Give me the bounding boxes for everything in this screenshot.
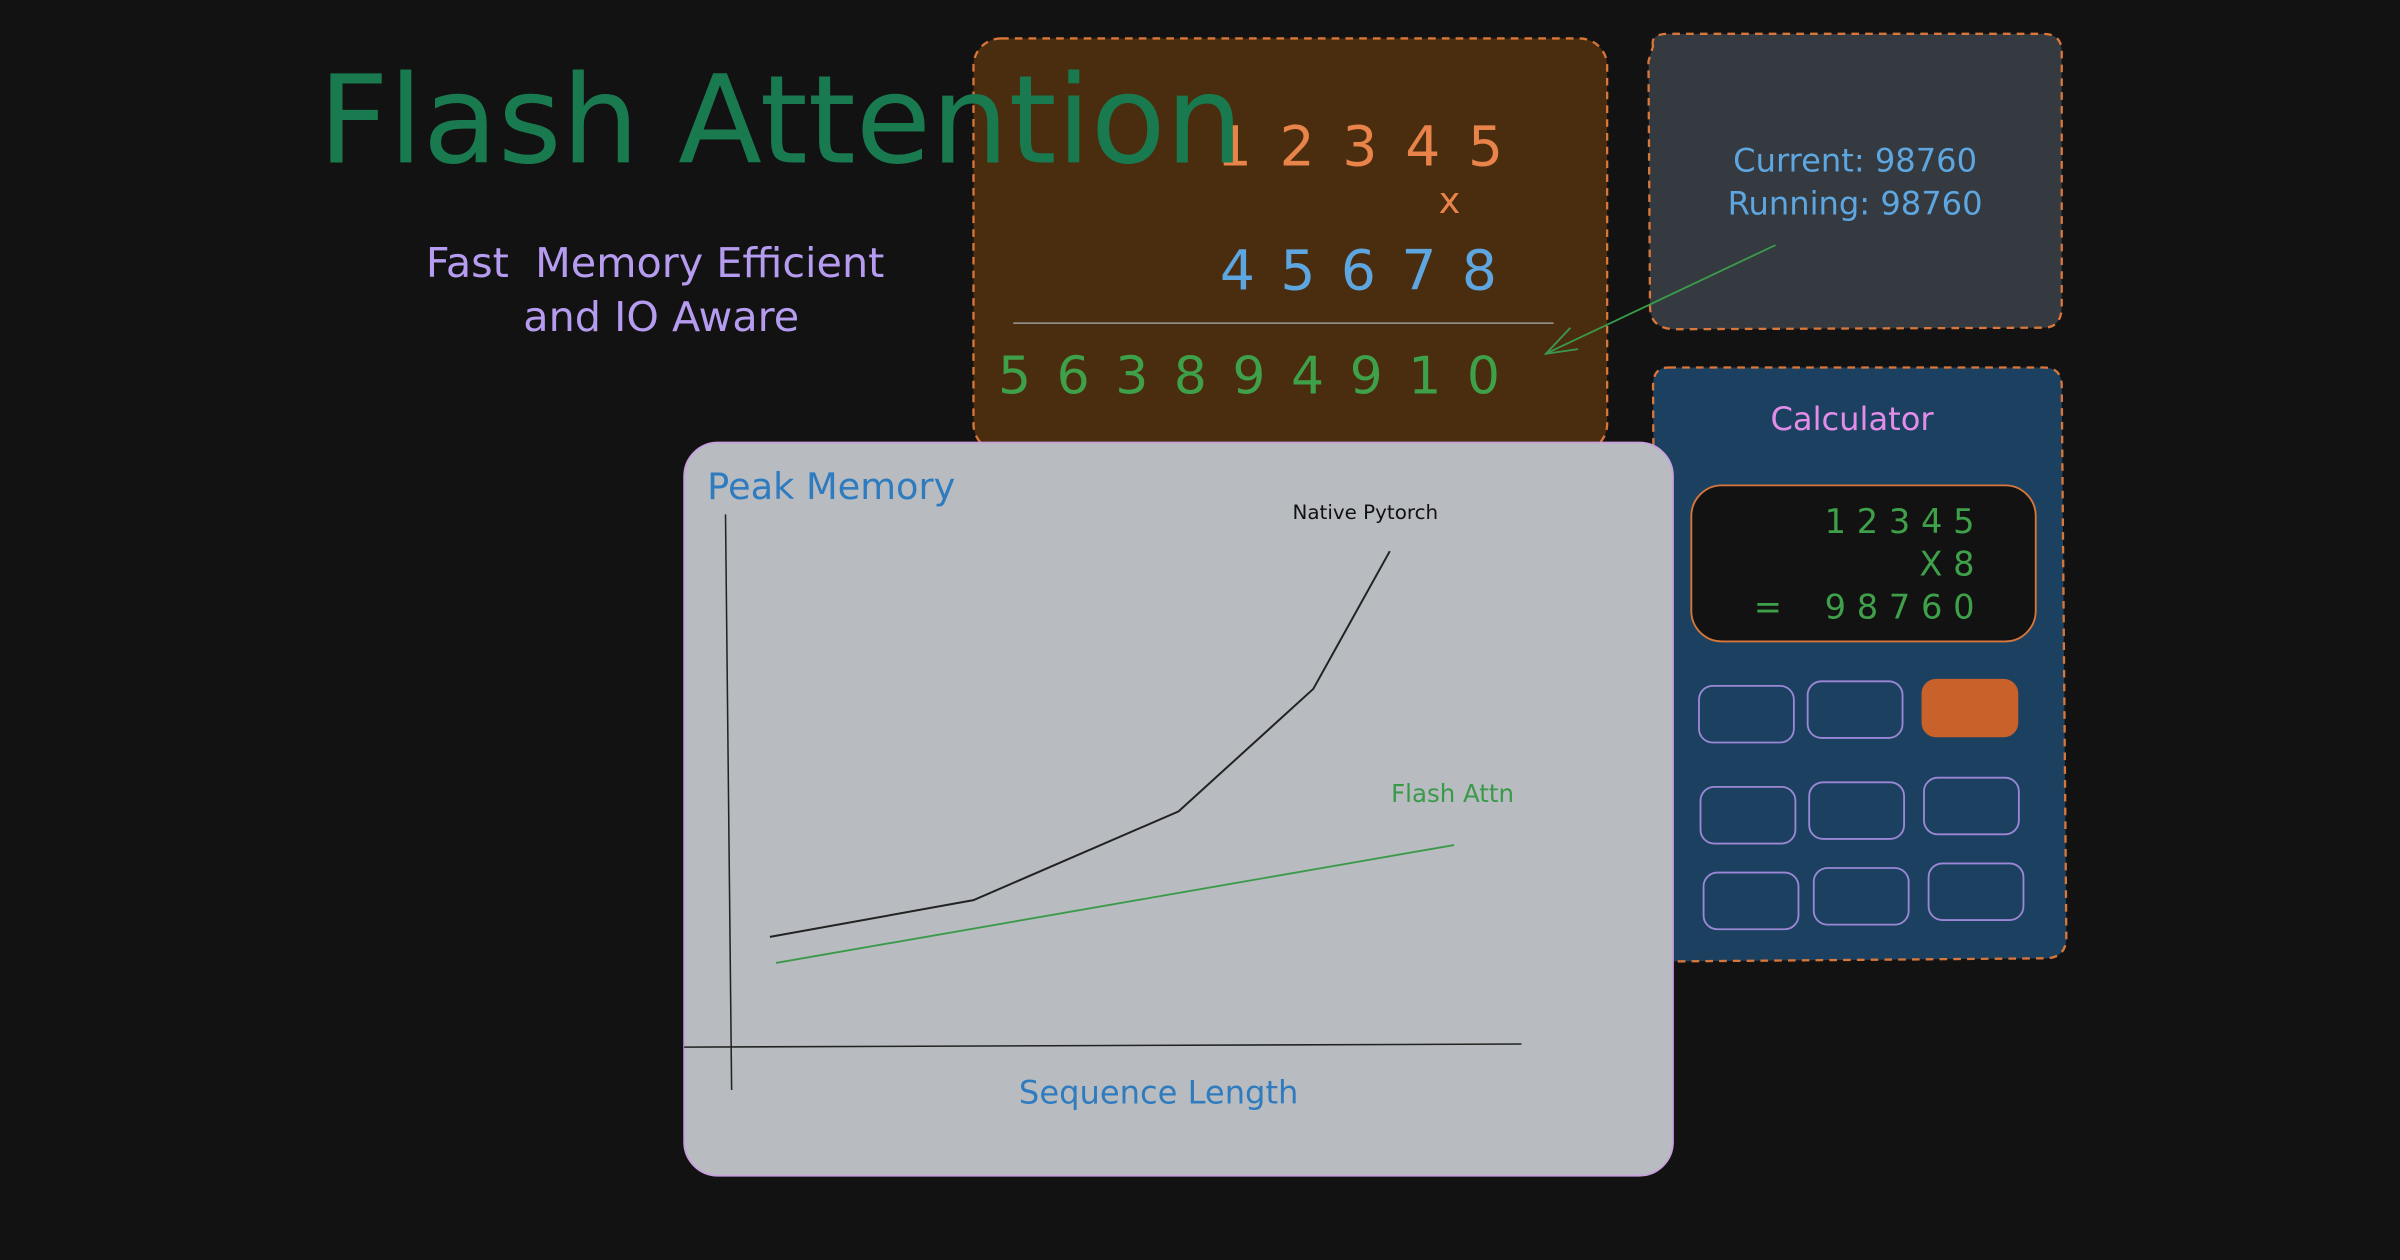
multiplier: 4 5 6 7 8 [1220, 238, 1497, 302]
subtitle: Fast Memory Efficient [426, 239, 884, 287]
series-label: Flash Attn [1391, 779, 1514, 808]
calculator-button[interactable] [1699, 785, 1797, 845]
display-equals: = [1754, 588, 1782, 627]
calculator-button[interactable] [1808, 781, 1905, 840]
calculator-display [1690, 484, 2037, 643]
x-axis [684, 1043, 1522, 1048]
flash-attn-line [775, 844, 1455, 964]
calculator-button[interactable] [1921, 678, 2019, 738]
chart-card [683, 441, 1674, 1177]
chart-title: Peak Memory [707, 465, 955, 508]
calculator-button[interactable] [1702, 871, 1800, 931]
running-value: Running: 98760 [1728, 184, 1983, 222]
calculator-button[interactable] [1806, 680, 1904, 739]
display-first: 1 2 3 4 5 [1825, 502, 1975, 541]
title: Flash Attention [318, 48, 1243, 191]
calculator-button[interactable] [1923, 776, 2020, 836]
x-axis-label: Sequence Length [1019, 1074, 1298, 1112]
display-second: X 8 [1919, 545, 1974, 584]
y-axis [724, 514, 733, 1090]
calculator-button[interactable] [1927, 862, 2025, 921]
arrow [1548, 244, 1776, 354]
operator: x [1439, 179, 1461, 222]
product: 5 6 3 8 9 4 9 1 0 [998, 347, 1500, 407]
series-label: Native Pytorch [1292, 501, 1438, 524]
calculator-button[interactable] [1698, 684, 1795, 744]
multiplicand: 1 2 3 4 5 [1217, 114, 1503, 178]
native-pytorch-line [769, 550, 1391, 938]
status-card [1647, 32, 2063, 331]
display-result: 9 8 7 6 0 [1825, 588, 1975, 627]
arrow-head [1543, 327, 1579, 356]
current-value: Current: 98760 [1733, 142, 1977, 180]
calculator-button[interactable] [1812, 867, 1910, 926]
subtitle: and IO Aware [523, 293, 799, 341]
calculator-title: Calculator [1770, 400, 1934, 438]
